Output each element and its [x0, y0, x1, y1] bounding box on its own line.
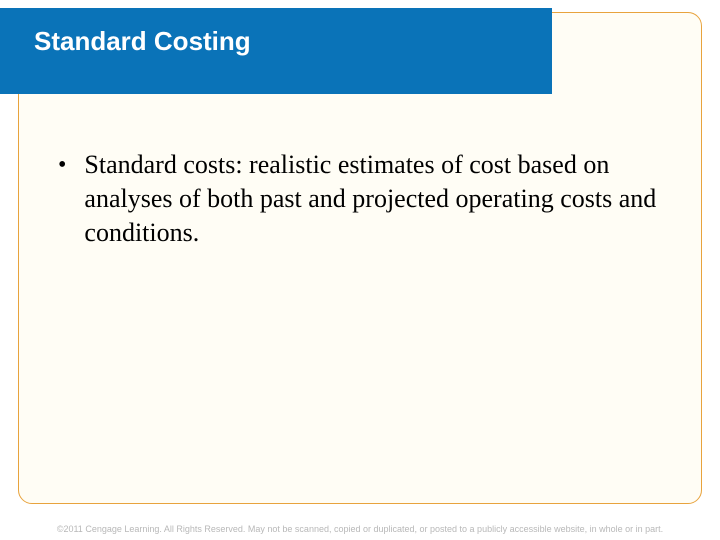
- slide-title: Standard Costing: [34, 26, 251, 57]
- bullet-list: • Standard costs: realistic estimates of…: [58, 148, 658, 250]
- copyright-footer: ©2011 Cengage Learning. All Rights Reser…: [0, 524, 720, 534]
- slide: Standard Costing • Standard costs: reali…: [0, 0, 720, 540]
- title-bar: Standard Costing: [0, 8, 552, 94]
- bullet-marker: •: [58, 148, 66, 182]
- bullet-item: • Standard costs: realistic estimates of…: [58, 148, 658, 250]
- bullet-text: Standard costs: realistic estimates of c…: [84, 148, 658, 250]
